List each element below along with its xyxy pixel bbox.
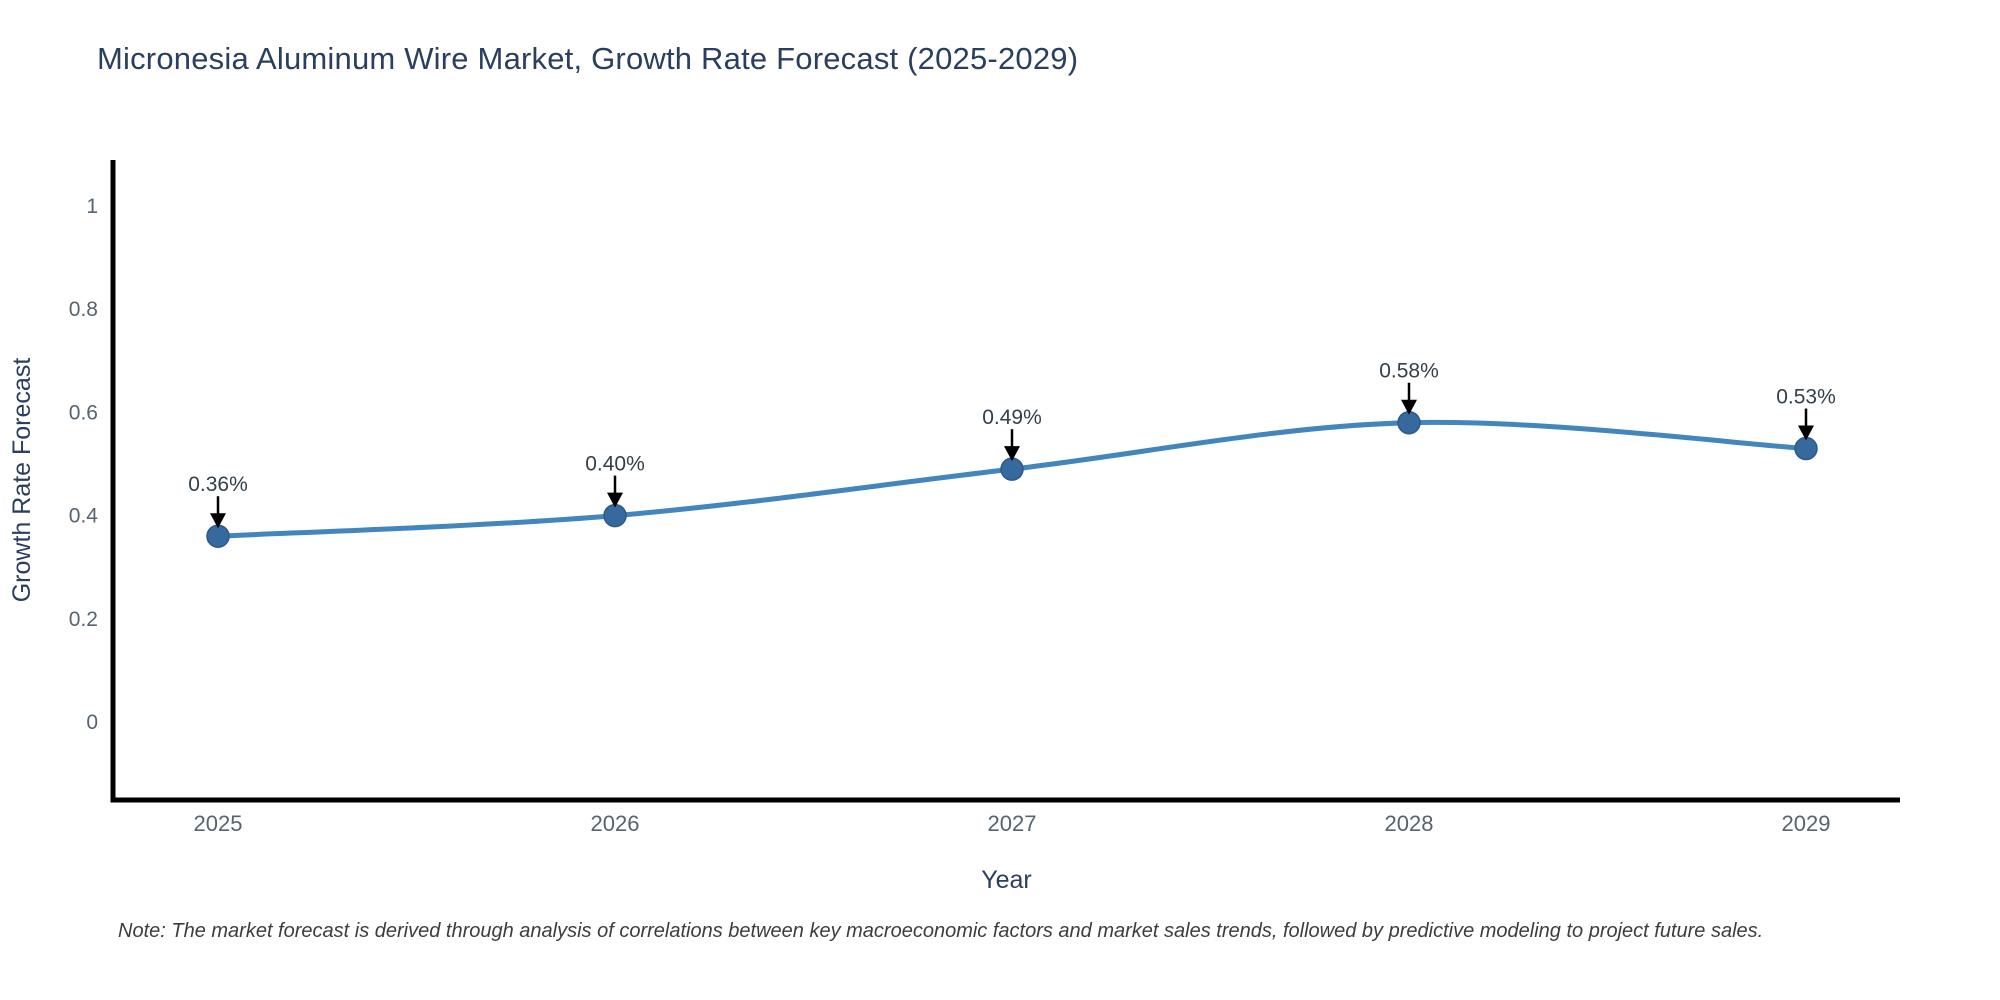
x-tick-label: 2029 [1782, 811, 1831, 836]
y-tick-label: 0.2 [69, 608, 98, 631]
y-axis-title: Growth Rate Forecast [8, 358, 36, 603]
y-tick-label: 0.8 [69, 298, 98, 321]
x-axis-title: Year [981, 866, 1032, 894]
data-point [1000, 457, 1024, 481]
point-annotation: 0.53% [1776, 386, 1836, 441]
x-tick-label: 2027 [988, 811, 1037, 836]
annotation-label: 0.40% [585, 453, 645, 476]
y-tick-label: 0.4 [69, 505, 99, 528]
data-point [1794, 436, 1818, 461]
annotation-label: 0.53% [1776, 386, 1836, 409]
annotation-label: 0.36% [188, 473, 248, 496]
chart-title: Micronesia Aluminum Wire Market, Growth … [97, 41, 1079, 76]
point-annotation: 0.58% [1379, 360, 1439, 415]
annotation-label: 0.49% [982, 406, 1042, 429]
annotation-label: 0.58% [1379, 360, 1439, 383]
annotation-arrowhead-icon [607, 492, 623, 508]
x-tick-label: 2028 [1385, 811, 1434, 836]
point-annotation: 0.49% [982, 406, 1042, 462]
point-annotation: 0.36% [188, 473, 248, 529]
data-point [603, 503, 627, 528]
annotation-arrowhead-icon [1004, 446, 1020, 462]
point-annotation: 0.40% [585, 453, 645, 508]
annotation-arrowhead-icon [1401, 399, 1417, 415]
y-tick-label: 0.6 [69, 401, 98, 424]
y-tick-label: 1 [86, 195, 98, 218]
x-tick-label: 2025 [194, 811, 243, 836]
data-point [1397, 410, 1421, 435]
y-tick-label: 0 [86, 711, 98, 734]
x-tick-label: 2026 [591, 811, 640, 836]
annotation-arrowhead-icon [1798, 425, 1814, 441]
chart-footnote: Note: The market forecast is derived thr… [118, 920, 1764, 942]
annotation-arrowhead-icon [210, 513, 226, 529]
data-point [206, 524, 230, 548]
